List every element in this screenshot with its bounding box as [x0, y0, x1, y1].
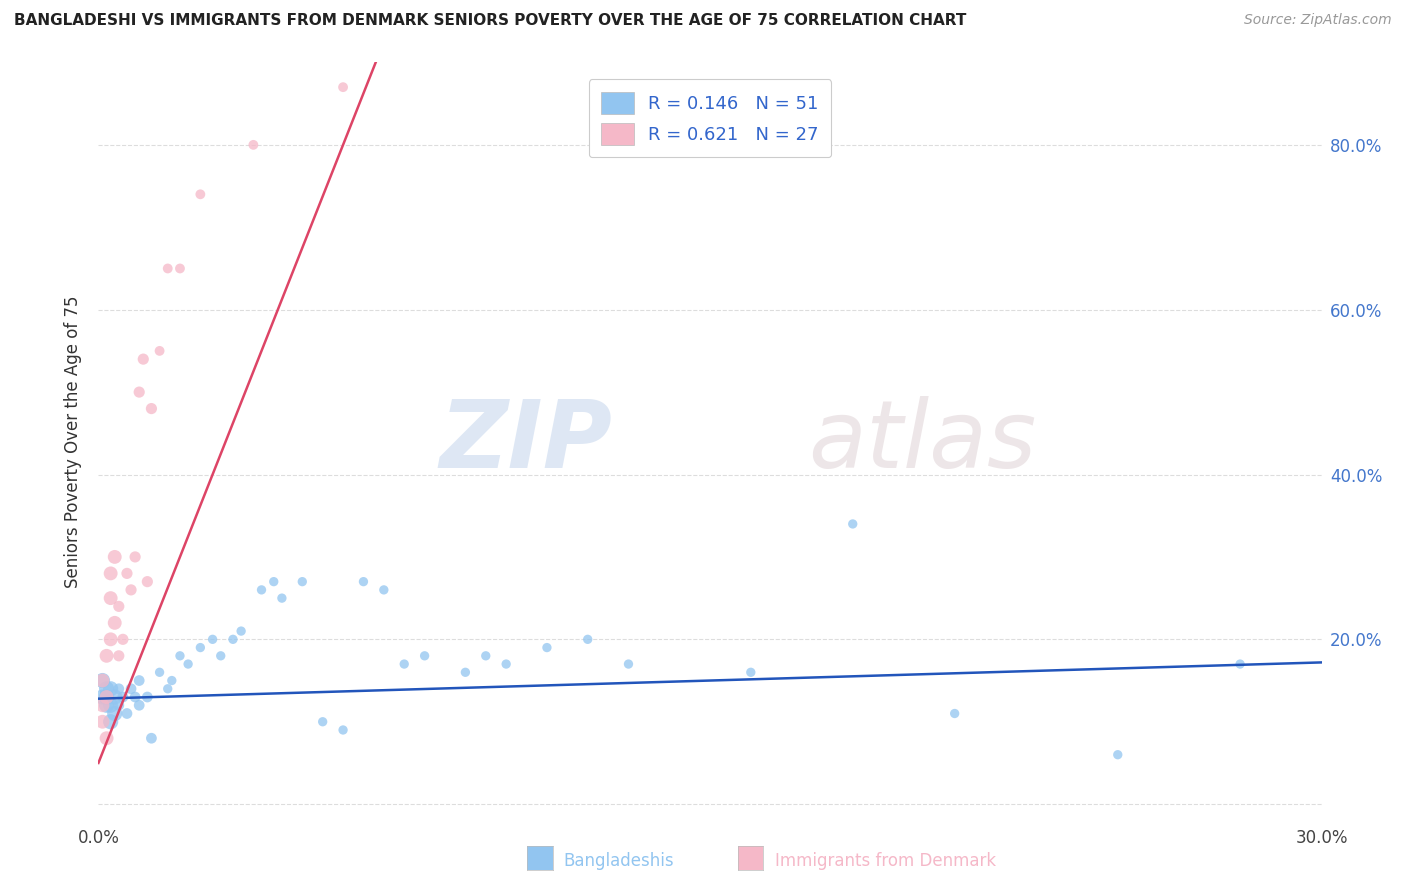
Point: [1229, 657, 1251, 671]
Point: [495, 657, 517, 671]
Text: Immigrants from Denmark: Immigrants from Denmark: [775, 852, 995, 870]
Point: [96, 648, 118, 663]
Point: [536, 640, 558, 655]
Text: Bangladeshis: Bangladeshis: [564, 852, 675, 870]
Point: [104, 706, 127, 721]
Point: [104, 549, 127, 564]
Point: [96, 681, 118, 696]
Point: [209, 648, 232, 663]
Text: BANGLADESHI VS IMMIGRANTS FROM DENMARK SENIORS POVERTY OVER THE AGE OF 75 CORREL: BANGLADESHI VS IMMIGRANTS FROM DENMARK S…: [14, 13, 966, 29]
Point: [270, 591, 294, 606]
Point: [108, 648, 131, 663]
Point: [111, 632, 134, 647]
Point: [141, 731, 163, 746]
Point: [104, 615, 127, 630]
Point: [169, 261, 191, 276]
Point: [128, 698, 150, 713]
Point: [169, 648, 191, 663]
Point: [124, 690, 146, 704]
Text: atlas: atlas: [808, 396, 1036, 487]
Y-axis label: Seniors Poverty Over the Age of 75: Seniors Poverty Over the Age of 75: [65, 295, 83, 588]
Point: [263, 574, 285, 589]
Point: [96, 690, 118, 704]
Point: [156, 261, 179, 276]
Point: [617, 657, 640, 671]
Point: [128, 673, 150, 688]
Point: [100, 632, 122, 647]
Point: [740, 665, 762, 680]
Point: [576, 632, 599, 647]
Point: [132, 352, 155, 367]
Point: [91, 690, 114, 704]
Point: [128, 385, 150, 400]
Point: [188, 187, 212, 202]
Point: [100, 566, 122, 581]
Point: [222, 632, 245, 647]
Point: [841, 516, 863, 531]
Point: [141, 401, 163, 416]
Point: [149, 665, 172, 680]
Point: [373, 582, 395, 597]
Point: [120, 582, 142, 597]
Point: [250, 582, 273, 597]
Point: [332, 723, 354, 737]
Point: [100, 714, 122, 729]
Point: [231, 624, 253, 639]
Point: [392, 657, 416, 671]
Point: [156, 681, 179, 696]
Point: [91, 673, 114, 688]
Point: [108, 681, 131, 696]
Point: [474, 648, 498, 663]
Point: [291, 574, 314, 589]
Point: [111, 690, 134, 704]
Point: [332, 80, 354, 95]
Point: [242, 137, 264, 152]
Point: [1107, 747, 1129, 762]
Point: [96, 690, 118, 704]
Point: [100, 698, 122, 713]
Point: [413, 648, 436, 663]
Point: [115, 566, 138, 581]
Point: [188, 640, 212, 655]
Point: [136, 690, 159, 704]
Point: [108, 599, 131, 614]
Point: [96, 731, 118, 746]
Point: [91, 673, 114, 688]
Point: [454, 665, 477, 680]
Point: [104, 690, 127, 704]
Point: [96, 698, 118, 713]
Point: [136, 574, 159, 589]
Point: [100, 681, 122, 696]
Point: [100, 591, 122, 606]
Point: [149, 343, 172, 358]
Point: [115, 706, 138, 721]
Point: [352, 574, 374, 589]
Point: [120, 681, 142, 696]
Text: Source: ZipAtlas.com: Source: ZipAtlas.com: [1244, 13, 1392, 28]
Point: [108, 698, 131, 713]
Point: [91, 714, 114, 729]
Point: [201, 632, 224, 647]
Point: [177, 657, 200, 671]
Point: [124, 549, 146, 564]
Point: [312, 714, 335, 729]
Point: [91, 698, 114, 713]
Point: [943, 706, 966, 721]
Legend: R = 0.146   N = 51, R = 0.621   N = 27: R = 0.146 N = 51, R = 0.621 N = 27: [589, 79, 831, 157]
Text: ZIP: ZIP: [439, 395, 612, 488]
Point: [160, 673, 183, 688]
